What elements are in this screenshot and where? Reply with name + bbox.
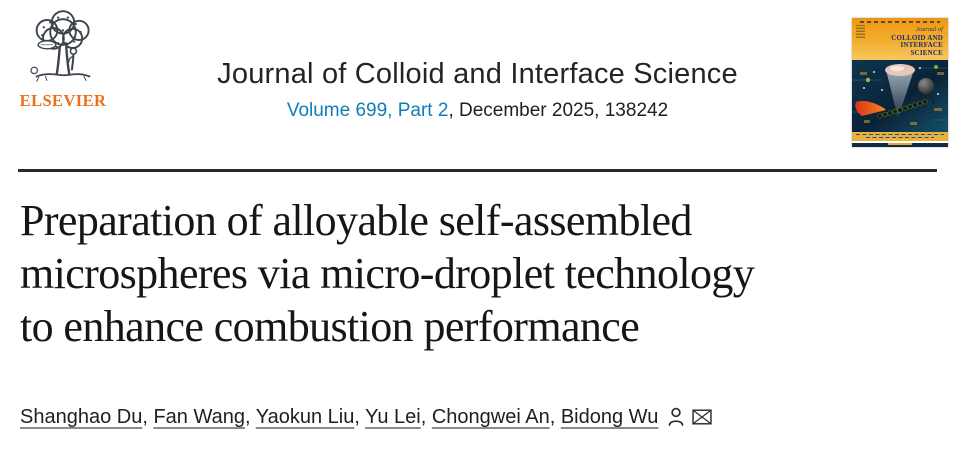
article-title-line: Preparation of alloyable self-assembled: [20, 196, 692, 245]
author-link[interactable]: Shanghao Du: [20, 406, 143, 428]
corresponding-author-email-icon[interactable]: [692, 408, 713, 425]
author-link[interactable]: Bidong Wu: [560, 406, 659, 428]
volume-issue-link[interactable]: Volume 699, Part 2: [286, 100, 449, 121]
cover-banner: Journal of COLLOID AND INTERFACE SCIENCE: [852, 18, 948, 60]
journal-title-link[interactable]: Journal of Colloid and Interface Science: [217, 58, 738, 90]
author-link[interactable]: Chongwei An: [431, 406, 550, 428]
elsevier-logo[interactable]: ELSEVIER: [16, 6, 110, 111]
author-link[interactable]: Fan Wang: [153, 406, 245, 428]
header-divider: [18, 169, 937, 172]
cover-journal-name: Journal of COLLOID AND INTERFACE SCIENCE: [891, 27, 943, 57]
author-profile-icon[interactable]: [667, 406, 685, 427]
author-list: Shanghao Du, Fan Wang, Yaokun Liu, Yu Le…: [20, 404, 658, 430]
cover-caption-band: [852, 132, 948, 141]
author-separator: ,: [354, 406, 366, 428]
elsevier-wordmark: ELSEVIER: [19, 91, 107, 110]
cover-footer-band: [852, 142, 948, 147]
issue-date-text: , December 2025, 138242: [448, 100, 669, 121]
author-separator: ,: [142, 406, 154, 428]
issue-line: Volume 699, Part 2, December 2025, 13824…: [120, 100, 835, 122]
author-link[interactable]: Yaokun Liu: [255, 406, 355, 428]
cover-artwork: [852, 60, 948, 132]
author-separator: ,: [420, 406, 432, 428]
article-title-line: to enhance combustion performance: [20, 302, 640, 351]
article-title: Preparation of alloyable self-assembled …: [20, 194, 940, 353]
author-separator: ,: [244, 406, 256, 428]
author-separator: ,: [549, 406, 561, 428]
elsevier-tree-icon: [16, 6, 110, 90]
article-title-line: microspheres via micro-droplet technolog…: [20, 249, 755, 298]
cover-mini-logo: [856, 25, 865, 38]
journal-cover-thumbnail[interactable]: Journal of COLLOID AND INTERFACE SCIENCE: [852, 18, 948, 147]
cover-microtext: [860, 21, 940, 23]
author-icons: [667, 404, 713, 427]
journal-header: Journal of Colloid and Interface Science…: [120, 58, 835, 122]
author-link[interactable]: Yu Lei: [365, 406, 421, 428]
author-row: Shanghao Du, Fan Wang, Yaokun Liu, Yu Le…: [20, 404, 713, 430]
